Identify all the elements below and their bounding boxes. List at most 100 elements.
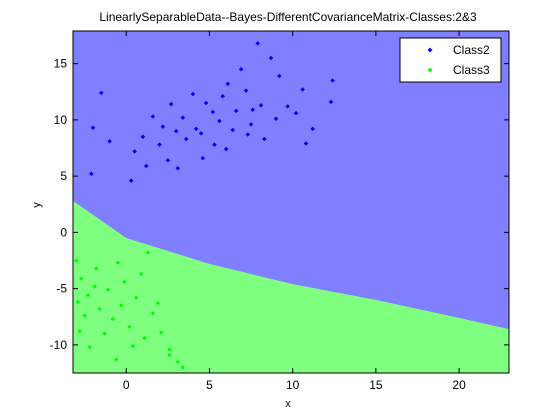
data-point [132, 149, 137, 154]
data-point [73, 258, 79, 263]
data-point [75, 299, 81, 305]
data-point [168, 101, 174, 107]
data-point [110, 316, 116, 322]
data-point [175, 165, 181, 171]
data-point [93, 266, 99, 271]
data-point [180, 365, 186, 370]
chart-title: LinearlySeparableData--Bayes-DifferentCo… [99, 10, 477, 24]
data-point [223, 146, 229, 152]
legend: Class2 Class3 [399, 37, 502, 83]
data-point [88, 171, 94, 177]
data-point [138, 271, 144, 277]
data-point [98, 90, 104, 96]
data-point [210, 109, 216, 115]
data-point [233, 108, 239, 114]
data-point [238, 66, 244, 72]
plot-frame [72, 30, 510, 374]
data-point [78, 276, 84, 281]
data-point [155, 300, 161, 306]
data-point [198, 131, 204, 136]
data-point [175, 359, 181, 365]
data-point [107, 138, 112, 144]
data-point [122, 279, 127, 285]
y-tick-label: -10 [50, 338, 68, 352]
data-point [97, 306, 102, 312]
series-class2 [88, 41, 335, 183]
data-point [310, 126, 315, 132]
data-point [165, 158, 171, 163]
data-point [105, 287, 111, 293]
data-point [217, 118, 222, 124]
x-tick-label: 5 [206, 378, 213, 392]
data-point [158, 330, 164, 335]
data-point [142, 335, 147, 341]
data-point [193, 126, 199, 132]
data-point [328, 99, 334, 105]
data-point [183, 136, 189, 142]
legend-marker-class2 [427, 47, 433, 53]
data-point [140, 134, 146, 140]
data-point [203, 100, 209, 106]
x-axis-label: x [285, 398, 291, 410]
data-point [115, 260, 121, 266]
data-point [255, 41, 261, 46]
data-point [127, 324, 132, 330]
data-point [150, 311, 156, 316]
data-point [87, 344, 92, 350]
data-point [303, 141, 309, 146]
x-tick-label: 10 [286, 378, 300, 392]
data-point [190, 91, 196, 97]
data-point [273, 116, 279, 122]
legend-label-class3: Class3 [453, 63, 490, 77]
data-point [145, 250, 151, 255]
data-point [220, 93, 226, 99]
data-point [150, 114, 156, 119]
y-tick-label: 5 [60, 169, 67, 183]
data-point [143, 163, 149, 169]
y-axis-label: y [31, 202, 43, 208]
data-point [133, 295, 139, 300]
plot-area [73, 31, 509, 373]
data-point [113, 357, 119, 362]
data-point [330, 78, 335, 83]
data-point [180, 115, 186, 120]
data-point [157, 142, 162, 147]
data-point [285, 104, 291, 109]
data-point [128, 178, 134, 183]
data-point [92, 284, 97, 289]
y-tick-label: 15 [54, 57, 68, 71]
data-point [118, 303, 124, 308]
x-tick-label: 0 [123, 378, 130, 392]
data-point [173, 128, 179, 134]
data-point [245, 132, 251, 137]
data-point [90, 125, 96, 131]
axes: 0 5 10 15 20 -10 -5 0 5 10 15 [50, 30, 510, 392]
series-class3 [73, 250, 186, 370]
data-point [243, 88, 249, 93]
data-point [258, 102, 264, 108]
data-point [262, 136, 267, 142]
data-point [300, 87, 306, 92]
data-point [268, 55, 274, 61]
y-tick-label: 0 [60, 225, 67, 239]
data-point [167, 352, 172, 358]
data-point [225, 81, 231, 87]
y-tick-label: -5 [56, 282, 67, 296]
y-tick-label: 10 [54, 113, 68, 127]
data-point [276, 73, 282, 79]
region-class3 [73, 200, 509, 373]
data-point [130, 343, 136, 349]
x-tick-label: 20 [452, 378, 466, 392]
legend-marker-class3 [427, 67, 433, 73]
data-point [82, 313, 88, 318]
data-point [102, 331, 107, 336]
legend-box [399, 37, 502, 83]
data-point [85, 293, 91, 298]
data-point [167, 347, 172, 352]
legend-label-class2: Class2 [453, 43, 490, 57]
data-point [212, 142, 217, 147]
data-point [200, 155, 206, 161]
data-point [293, 110, 299, 116]
data-point [160, 124, 166, 129]
